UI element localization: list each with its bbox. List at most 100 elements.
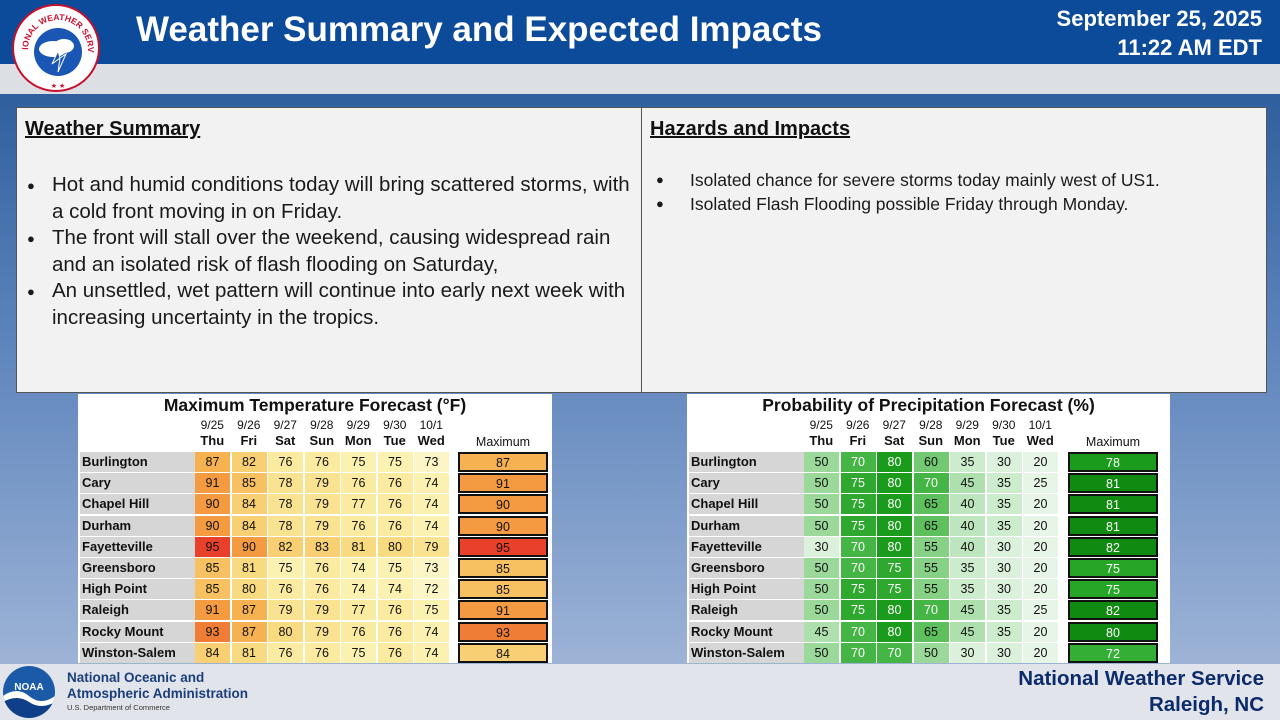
maximum-cell: 81 <box>1068 473 1158 494</box>
day-of-week: Wed <box>1026 433 1054 448</box>
forecast-cell: 90 <box>195 515 230 536</box>
maximum-cell: 75 <box>1068 579 1158 600</box>
forecast-cell: 74 <box>341 579 376 600</box>
forecast-cell: 95 <box>195 536 230 557</box>
forecast-cell: 74 <box>414 642 449 663</box>
maximum-cell: 82 <box>1068 536 1158 557</box>
forecast-cell: 79 <box>304 473 340 494</box>
forecast-cell: 50 <box>804 642 839 663</box>
day-header: 10/1 Wed <box>413 418 450 448</box>
forecast-cell: 70 <box>840 558 876 578</box>
city-name: Raleigh <box>80 600 196 621</box>
issue-datetime: September 25, 2025 11:22 AM EDT <box>1057 4 1262 62</box>
forecast-cell: 70 <box>840 536 876 557</box>
forecast-cell: 80 <box>877 515 912 536</box>
issue-time: 11:22 AM EDT <box>1117 35 1262 60</box>
maximum-cell: 85 <box>458 558 548 578</box>
forecast-cell: 50 <box>804 579 839 600</box>
day-of-week: Sat <box>275 433 296 448</box>
forecast-cell: 75 <box>377 558 413 578</box>
forecast-cell: 75 <box>377 452 413 472</box>
forecast-cell: 75 <box>877 579 912 600</box>
day-header: 9/27 Sat <box>876 418 913 448</box>
forecast-cell: 84 <box>195 642 230 663</box>
maximum-cell: 87 <box>458 452 548 472</box>
forecast-cell: 75 <box>341 452 376 472</box>
forecast-cell: 30 <box>950 642 985 663</box>
forecast-cell: 50 <box>804 473 839 494</box>
maximum-cell: 93 <box>458 621 548 642</box>
noaa-logo-text: NOAA <box>14 682 43 693</box>
forecast-cell: 75 <box>840 473 876 494</box>
day-of-week: Sun <box>918 433 944 448</box>
office-name: National Weather Service Raleigh, NC <box>1018 666 1264 718</box>
city-name: Chapel Hill <box>689 494 805 515</box>
day-date: 9/28 <box>310 418 334 432</box>
forecast-cell: 50 <box>804 558 839 578</box>
city-name: Durham <box>689 515 805 536</box>
issue-date: September 25, 2025 <box>1056 6 1262 31</box>
maximum-cell: 72 <box>1068 642 1158 663</box>
day-of-week: Thu <box>809 433 834 448</box>
forecast-cell: 74 <box>414 473 449 494</box>
forecast-cell: 35 <box>950 558 985 578</box>
forecast-cell: 75 <box>840 494 876 515</box>
noaa-name-line1: National Oceanic and <box>67 670 205 685</box>
header-bar <box>0 0 1280 64</box>
maximum-cell: 80 <box>1068 621 1158 642</box>
city-name: High Point <box>689 579 805 600</box>
forecast-cell: 30 <box>986 642 1022 663</box>
day-date: 9/28 <box>919 418 943 432</box>
city-name: Cary <box>80 473 196 494</box>
forecast-cell: 25 <box>1023 600 1058 621</box>
forecast-cell: 79 <box>304 515 340 536</box>
summary-bullet: The front will stall over the weekend, c… <box>27 225 635 278</box>
forecast-cell: 75 <box>414 600 449 621</box>
maximum-cell: 85 <box>458 579 548 600</box>
forecast-cell: 83 <box>304 536 340 557</box>
forecast-cell: 78 <box>268 473 303 494</box>
day-header: 9/30 Tue <box>377 418 414 448</box>
forecast-cell: 75 <box>840 600 876 621</box>
maximum-cell: 91 <box>458 473 548 494</box>
forecast-cell: 85 <box>195 579 230 600</box>
maximum-cell: 95 <box>458 536 548 557</box>
forecast-cell: 35 <box>986 600 1022 621</box>
hazard-bullet: Isolated chance for severe storms today … <box>656 168 1256 192</box>
day-of-week: Fri <box>240 433 258 448</box>
forecast-cell: 82 <box>268 536 303 557</box>
forecast-cell: 80 <box>268 621 303 642</box>
footer-bar <box>0 664 1280 720</box>
forecast-cell: 76 <box>377 621 413 642</box>
forecast-cell: 40 <box>950 536 985 557</box>
forecast-cell: 74 <box>414 494 449 515</box>
temperature-table-title: Maximum Temperature Forecast (°F) <box>163 395 467 415</box>
city-name: Winston-Salem <box>80 642 196 663</box>
maximum-cell: 82 <box>1068 600 1158 621</box>
forecast-cell: 91 <box>195 473 230 494</box>
forecast-cell: 70 <box>877 642 912 663</box>
forecast-cell: 76 <box>341 515 376 536</box>
day-date: 9/27 <box>273 418 297 432</box>
forecast-cell: 80 <box>377 536 413 557</box>
day-of-week: Thu <box>200 433 225 448</box>
forecast-cell: 87 <box>231 600 267 621</box>
city-name: Greensboro <box>689 558 805 578</box>
forecast-cell: 20 <box>1023 621 1058 642</box>
day-date: 9/25 <box>809 418 833 432</box>
forecast-cell: 20 <box>1023 579 1058 600</box>
day-of-week: Mon <box>953 433 981 448</box>
forecast-cell: 35 <box>986 515 1022 536</box>
forecast-cell: 76 <box>377 494 413 515</box>
day-of-week: Wed <box>417 433 445 448</box>
forecast-cell: 84 <box>231 494 267 515</box>
city-name: Durham <box>80 515 196 536</box>
day-of-week: Sat <box>884 433 905 448</box>
day-date: 10/1 <box>419 418 443 432</box>
forecast-cell: 80 <box>877 621 912 642</box>
maximum-cell: 90 <box>458 515 548 536</box>
day-header: 10/1 Wed <box>1022 418 1059 448</box>
day-of-week: Sun <box>309 433 335 448</box>
forecast-cell: 40 <box>950 494 985 515</box>
forecast-cell: 35 <box>950 452 985 472</box>
